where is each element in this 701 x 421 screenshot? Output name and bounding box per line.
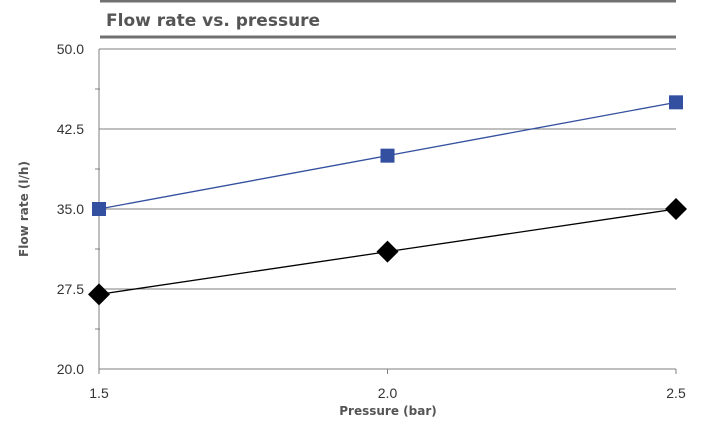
x-tick-label: 1.5: [89, 385, 109, 401]
series-marker-square: [92, 202, 106, 216]
x-tick-labels: 1.5 2.0 2.5: [89, 385, 686, 401]
x-axis-title: Pressure (bar): [339, 404, 437, 418]
x-tick-label: 2.0: [378, 385, 398, 401]
y-tick-labels: 20.0 27.5 35.0 42.5 50.0: [57, 41, 84, 377]
y-tick-label: 50.0: [57, 41, 84, 57]
gridlines: [99, 48, 676, 290]
axes: [95, 49, 677, 374]
y-axis-title: Flow rate (l/h): [17, 161, 31, 257]
series-marker-diamond: [88, 283, 110, 306]
x-tick-label: 2.5: [666, 385, 686, 401]
y-tick-label: 27.5: [57, 281, 84, 297]
chart-title: Flow rate vs. pressure: [106, 11, 320, 31]
series-group: [88, 95, 687, 306]
y-tick-label: 42.5: [57, 121, 84, 137]
series-marker-diamond: [376, 240, 399, 263]
y-tick-label: 20.0: [57, 361, 84, 377]
series-marker-square: [669, 95, 683, 110]
y-tick-label: 35.0: [57, 201, 84, 217]
series-marker-diamond: [665, 198, 687, 220]
series-marker-square: [380, 148, 395, 163]
